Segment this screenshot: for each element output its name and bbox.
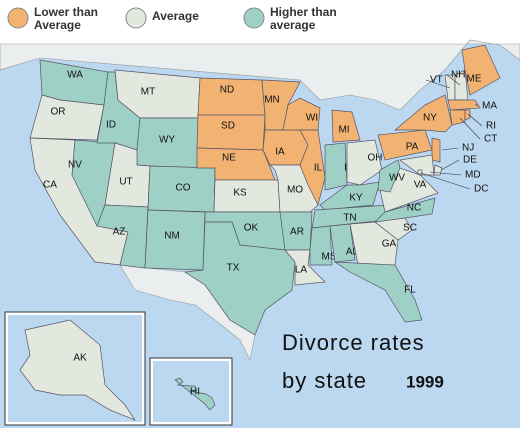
leader-line [446, 74, 461, 86]
state-label: OH [368, 153, 383, 164]
state-label: RI [486, 121, 496, 132]
state-label: DE [463, 155, 477, 166]
state-label: NH [451, 70, 465, 81]
state-label: CA [43, 180, 57, 191]
state-label: CT [484, 134, 497, 145]
title-line-1: Divorce rates [282, 330, 425, 355]
state [329, 223, 356, 263]
state-label: KS [233, 188, 247, 199]
legend-swatch [7, 7, 29, 29]
state-label: AR [290, 227, 304, 238]
state-label: MS [322, 252, 337, 263]
state-label: DC [474, 184, 488, 195]
legend-swatch [243, 7, 265, 29]
canada [0, 39, 520, 111]
state-label: WI [306, 113, 318, 124]
state-label: IA [275, 147, 285, 158]
state-label: MD [465, 170, 481, 181]
state-label: NY [423, 113, 437, 124]
state [197, 77, 266, 116]
state-label: MT [141, 87, 155, 98]
state [331, 109, 361, 143]
state-label: WY [159, 135, 175, 146]
state-label: WV [389, 173, 405, 184]
state-label: OK [244, 223, 259, 234]
legend-label: Average [152, 9, 199, 23]
state [213, 179, 281, 213]
state-label: CO [176, 183, 191, 194]
state-label: KY [349, 193, 363, 204]
state [449, 109, 466, 126]
state-label: NC [407, 203, 421, 214]
state [309, 225, 333, 266]
state-label: MN [264, 95, 280, 106]
state-label: WA [67, 70, 83, 81]
states: WA OR CA NV ID MT WY UT CO AZ NM ND SD NE KS OK TX MN IA MO… [19, 44, 501, 421]
legend-label: Average [34, 18, 81, 32]
state-label: ND [220, 85, 234, 96]
title-line-2: by state [282, 368, 367, 393]
state [431, 137, 441, 163]
leader-line [420, 172, 471, 190]
title-year: 1999 [406, 372, 444, 391]
state-label: SD [221, 121, 235, 132]
state-label: MA [482, 101, 497, 112]
leader-line [425, 79, 451, 89]
state [262, 129, 309, 166]
state-label: NV [68, 160, 82, 171]
leader-line [429, 171, 462, 176]
state-label: ME [467, 74, 482, 85]
state [299, 129, 326, 206]
legend-label: average [270, 18, 316, 32]
state [19, 319, 136, 421]
state-label: HI [190, 387, 200, 398]
state-label: AZ [113, 227, 126, 238]
state-label: UT [119, 177, 132, 188]
state-label: NE [222, 153, 236, 164]
state [464, 109, 471, 121]
state-label: SC [403, 223, 417, 234]
leader-line [441, 147, 459, 151]
state-label: NM [164, 231, 180, 242]
state-label: NJ [462, 143, 474, 154]
state-label: VT [430, 75, 443, 86]
leader-line [459, 117, 481, 140]
legend-label: Higher than [270, 5, 337, 19]
state [346, 139, 383, 186]
state-label: PA [406, 142, 419, 153]
state [374, 197, 436, 223]
state [349, 221, 399, 266]
state-label: MO [287, 185, 303, 196]
state-label: IL [314, 163, 323, 174]
state-label: OR [51, 107, 66, 118]
state-label: GA [382, 239, 397, 250]
state-label: FL [404, 285, 416, 296]
state-label: LA [295, 265, 308, 276]
state [377, 159, 401, 193]
legend-swatch [125, 7, 147, 29]
legend-label: Lower than [34, 5, 98, 19]
state-label: TX [227, 263, 240, 274]
state [461, 44, 501, 96]
leader-line [440, 159, 460, 171]
state-label: AL [346, 247, 359, 258]
state-label: AK [73, 353, 87, 364]
state [399, 154, 435, 176]
state-label: ID [106, 120, 116, 131]
state [333, 261, 423, 323]
state-label: VA [414, 180, 427, 191]
state [447, 99, 481, 111]
leader-line [474, 103, 479, 107]
leader-line [467, 113, 483, 127]
state [96, 204, 149, 269]
state-label: TN [343, 213, 356, 224]
state [174, 377, 216, 411]
state-label: MI [338, 125, 349, 136]
state [183, 221, 296, 336]
